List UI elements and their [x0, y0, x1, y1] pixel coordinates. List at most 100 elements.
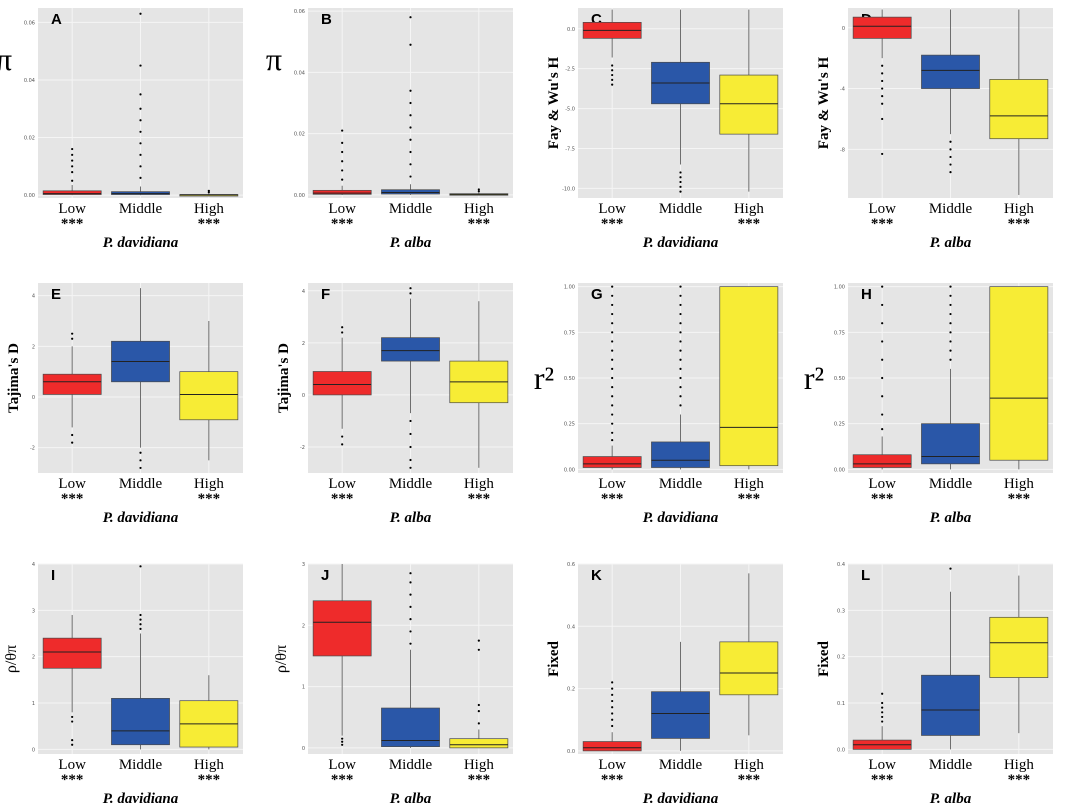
x-tick-label: High	[734, 201, 765, 217]
significance-stars: ***	[61, 491, 84, 507]
outlier-point	[341, 150, 344, 154]
species-label: P. davidiana	[643, 235, 719, 251]
significance-stars: ***	[738, 491, 761, 507]
outlier-point	[881, 340, 884, 343]
outlier-point	[477, 703, 480, 707]
outlier-point	[139, 107, 142, 110]
y-tick-label: 0.00	[834, 467, 845, 473]
outlier-point	[611, 404, 614, 407]
y-tick-label: 0	[302, 746, 305, 752]
outlier-point	[679, 376, 682, 380]
outlier-point	[679, 322, 682, 325]
box-high	[989, 9, 1049, 195]
outlier-point	[611, 439, 614, 442]
outlier-point	[409, 163, 412, 166]
y-axis-label: ρ/θπ	[3, 645, 20, 673]
y-tick-label: -10.0	[562, 186, 575, 192]
outlier-point	[71, 165, 74, 168]
outlier-point	[139, 12, 142, 15]
box-middle	[111, 12, 170, 196]
outlier-point	[409, 630, 412, 633]
y-tick-label: 0.75	[564, 330, 575, 336]
box-body	[921, 423, 980, 465]
outlier-point	[611, 422, 614, 425]
panel-letter: A	[51, 11, 62, 28]
significance-stars: ***	[1008, 772, 1031, 788]
x-tick-label: Middle	[929, 757, 973, 773]
outlier-point	[611, 395, 614, 398]
x-tick-label: Low	[598, 757, 626, 773]
box-body	[381, 337, 440, 362]
box-high	[719, 286, 779, 470]
box-body	[111, 191, 170, 195]
outlier-point	[611, 294, 614, 297]
outlier-point	[409, 43, 412, 46]
box-middle	[651, 285, 710, 470]
outlier-point	[881, 102, 884, 105]
species-label: P. alba	[390, 510, 432, 526]
outlier-point	[881, 152, 884, 156]
box-middle	[651, 641, 710, 751]
box-low	[582, 681, 642, 752]
x-tick-label: High	[1004, 757, 1035, 773]
y-axis-label: Fay & Wu's H	[546, 56, 562, 149]
outlier-point	[409, 287, 412, 290]
box-body	[989, 79, 1049, 140]
outlier-point	[611, 431, 614, 434]
y-tick-label: 0.00	[294, 193, 305, 199]
outlier-point	[139, 93, 142, 96]
y-tick-label: -2	[300, 445, 305, 451]
box-body	[381, 189, 440, 195]
x-tick-label: High	[734, 476, 765, 492]
box-middle	[381, 572, 440, 748]
significance-stars: ***	[468, 772, 491, 788]
species-label: P. davidiana	[643, 791, 719, 807]
outlier-point	[949, 331, 952, 334]
panel-letter: F	[321, 286, 330, 303]
outlier-point	[611, 64, 614, 67]
outlier-point	[611, 413, 614, 416]
box-body	[582, 456, 642, 468]
y-tick-label: 4	[302, 289, 305, 295]
outlier-point	[679, 395, 682, 398]
outlier-point	[477, 709, 480, 713]
significance-stars: ***	[871, 216, 894, 232]
panel-letter: G	[591, 286, 603, 303]
outlier-point	[341, 129, 344, 132]
x-tick-label: Low	[868, 476, 896, 492]
box-body	[582, 741, 642, 752]
outlier-point	[611, 322, 614, 325]
significance-stars: ***	[601, 772, 624, 788]
y-tick-label: 2	[32, 655, 35, 661]
outlier-point	[409, 642, 412, 645]
y-tick-label: 0.04	[24, 78, 35, 84]
box-body	[651, 441, 710, 468]
outlier-point	[611, 681, 614, 684]
y-axis-label: Fay & Wu's H	[816, 56, 832, 149]
box-low	[42, 614, 102, 746]
outlier-point	[679, 171, 682, 174]
outlier-point	[71, 433, 74, 437]
outlier-point	[611, 718, 614, 721]
significance-stars: ***	[331, 491, 354, 507]
box-body	[179, 371, 239, 421]
outlier-point	[881, 358, 884, 361]
box-body	[42, 373, 102, 395]
outlier-point	[949, 148, 952, 151]
x-tick-label: Middle	[659, 201, 703, 217]
outlier-point	[679, 190, 682, 193]
x-tick-label: Middle	[389, 201, 433, 217]
x-tick-label: Middle	[389, 476, 433, 492]
x-tick-label: Low	[328, 757, 356, 773]
significance-stars: ***	[198, 216, 221, 232]
outlier-point	[341, 740, 344, 743]
outlier-point	[881, 692, 884, 695]
outlier-point	[139, 165, 142, 168]
outlier-point	[71, 337, 74, 340]
panel-letter: H	[861, 286, 872, 303]
outlier-point	[949, 285, 952, 288]
